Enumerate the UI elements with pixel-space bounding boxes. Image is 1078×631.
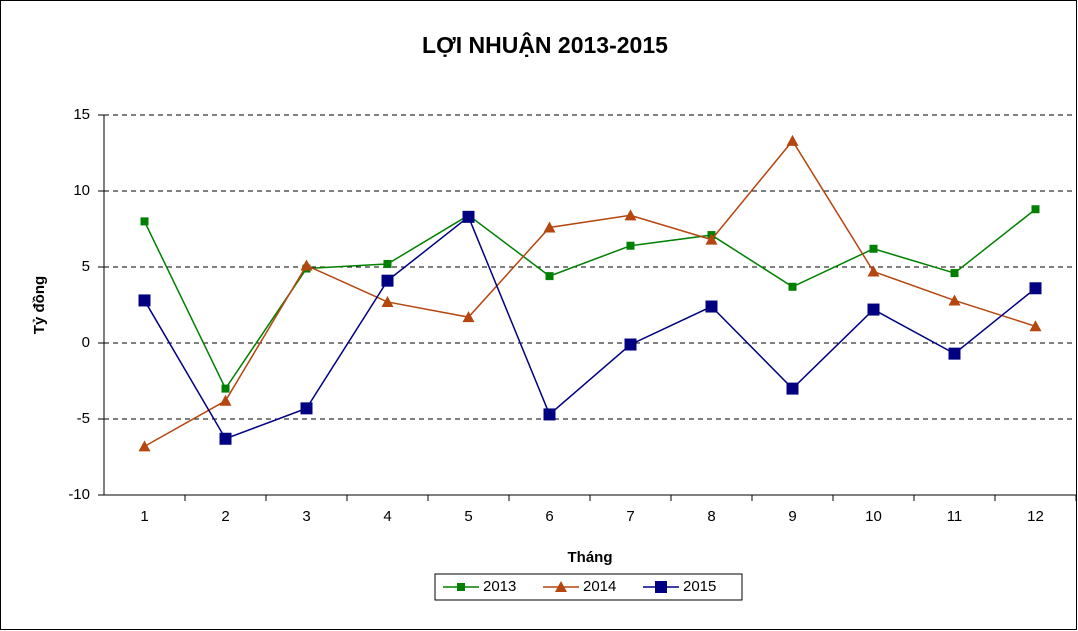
data-point [381,274,394,287]
legend-box [434,573,743,601]
chart-title: LỢI NHUẬN 2013-2015 [422,31,668,58]
data-point [543,408,556,421]
x-tick-label: 9 [788,508,796,525]
data-point [300,402,313,415]
x-tick-label: 8 [707,508,715,525]
x-tick-label: 3 [302,508,310,525]
x-tick-label: 4 [383,508,391,525]
data-point [867,265,880,277]
data-point [788,282,797,291]
x-tick-label: 5 [464,508,472,525]
x-tick-label: 6 [545,508,553,525]
x-axis-label: Tháng [568,549,613,566]
data-point [705,233,718,245]
x-tick-label: 12 [1027,508,1044,525]
data-point [624,338,637,351]
series-line [143,215,1036,440]
data-point [626,241,635,250]
x-tick-label: 7 [626,508,634,525]
legend-label: 2014 [583,578,616,595]
data-point [1031,205,1040,214]
data-point [1029,320,1042,332]
x-tick-label: 2 [221,508,229,525]
data-point [300,259,313,271]
data-point [867,303,880,316]
data-point [381,295,394,307]
data-point [869,244,878,253]
y-tick-label: 10 [73,182,90,199]
y-tick-label: 0 [82,334,90,351]
x-tick-label: 11 [947,508,963,525]
legend-marker [655,581,667,593]
data-point [219,432,232,445]
data-point [219,394,232,406]
x-tick-label: 10 [865,508,882,525]
data-point [383,259,392,268]
data-point [948,347,961,360]
data-point [948,294,961,306]
data-point [138,294,151,307]
y-tick-label: -5 [77,410,90,427]
series-line [144,139,1036,448]
data-point [786,134,799,146]
data-point [140,217,149,226]
data-point [462,210,475,223]
data-point [705,300,718,313]
data-point [624,209,637,221]
data-point [543,221,556,233]
x-tick-label: 1 [140,508,148,525]
data-point [138,440,151,452]
data-point [950,269,959,278]
data-point [786,382,799,395]
y-tick-label: 15 [73,106,90,123]
data-point [1029,282,1042,295]
legend-marker [457,583,465,591]
y-axis-label: Tỷ đồng [31,276,48,334]
data-point [221,384,230,393]
legend-marker [555,581,567,592]
y-tick-label: 5 [82,258,90,275]
legend-label: 2013 [483,578,516,595]
data-point [545,272,554,281]
y-tick-label: -10 [68,486,90,503]
data-point [462,311,475,323]
legend-label: 2015 [683,578,716,595]
